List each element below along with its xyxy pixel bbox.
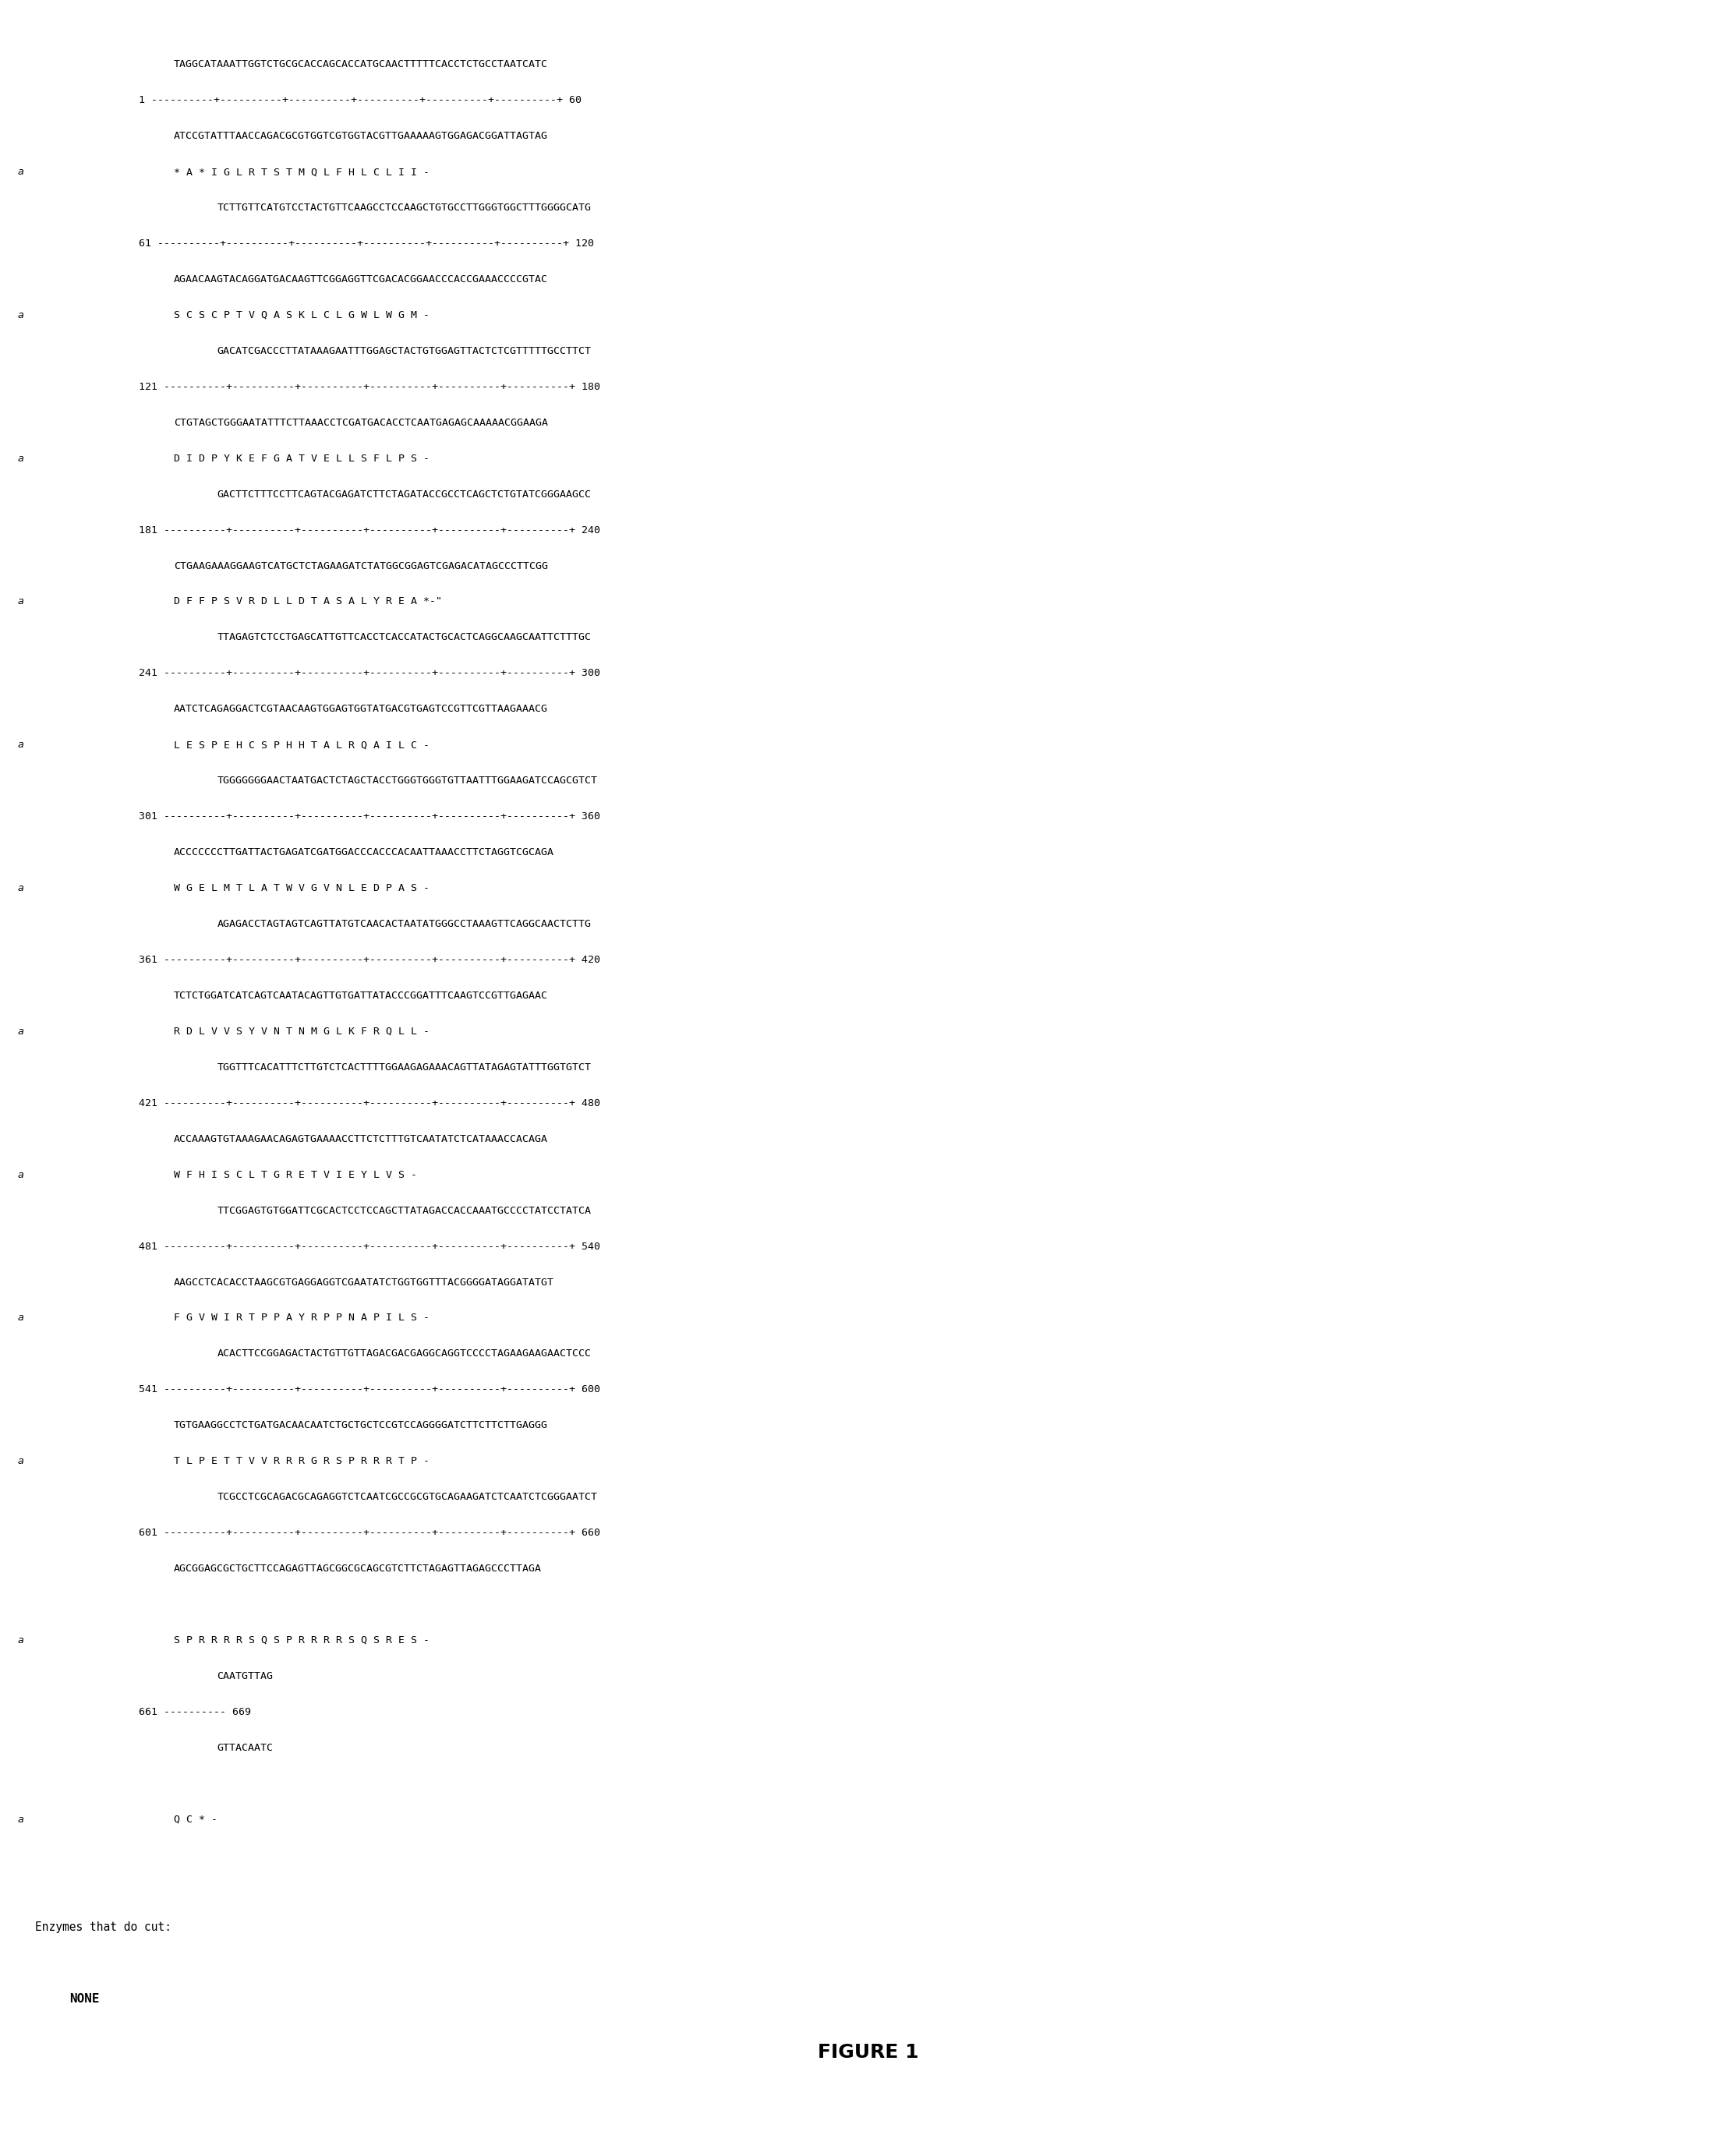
Text: F G V W I R T P P A Y R P P N A P I L S -: F G V W I R T P P A Y R P P N A P I L S … bbox=[174, 1313, 429, 1324]
Text: TGGTTTCACATTTCTTGTCTCACTTTTGGAAGAGAAACAGTTATAGAGTATTTGGTGTCT: TGGTTTCACATTTCTTGTCTCACTTTTGGAAGAGAAACAG… bbox=[217, 1062, 592, 1072]
Text: TTCGGAGTGTGGATTCGCACTCCTCCAGCTTATAGACCACCAAATGCCCCTATCCTATCA: TTCGGAGTGTGGATTCGCACTCCTCCAGCTTATAGACCAC… bbox=[217, 1206, 592, 1216]
Text: GACTTCTTTCCTTCAGTACGAGATCTTCTAGATACCGCCTCAGCTCTGTATCGGGAAGCC: GACTTCTTTCCTTCAGTACGAGATCTTCTAGATACCGCCT… bbox=[217, 490, 592, 499]
Text: D I D P Y K E F G A T V E L L S F L P S -: D I D P Y K E F G A T V E L L S F L P S … bbox=[174, 453, 429, 464]
Text: a: a bbox=[17, 453, 24, 464]
Text: 61 ----------+----------+----------+----------+----------+----------+ 120: 61 ----------+----------+----------+----… bbox=[139, 239, 594, 249]
Text: TGGGGGGGAACTAATGACTCTAGCTACCTGGGTGGGTGTTAATTTGGAAGATCCAGCGTCT: TGGGGGGGAACTAATGACTCTAGCTACCTGGGTGGGTGTT… bbox=[217, 776, 597, 787]
Text: a: a bbox=[17, 168, 24, 176]
Text: a: a bbox=[17, 597, 24, 606]
Text: 1 ----------+----------+----------+----------+----------+----------+ 60: 1 ----------+----------+----------+-----… bbox=[139, 95, 582, 105]
Text: a: a bbox=[17, 1814, 24, 1825]
Text: 181 ----------+----------+----------+----------+----------+----------+ 240: 181 ----------+----------+----------+---… bbox=[139, 524, 601, 535]
Text: a: a bbox=[17, 883, 24, 894]
Text: W G E L M T L A T W V G V N L E D P A S -: W G E L M T L A T W V G V N L E D P A S … bbox=[174, 883, 429, 894]
Text: CAATGTTAG: CAATGTTAG bbox=[217, 1672, 273, 1681]
Text: W F H I S C L T G R E T V I E Y L V S -: W F H I S C L T G R E T V I E Y L V S - bbox=[174, 1169, 417, 1180]
Text: CTGTAGCTGGGAATATTTCTTAAACCTCGATGACACCTCAATGAGAGCAAAAACGGAAGA: CTGTAGCTGGGAATATTTCTTAAACCTCGATGACACCTCA… bbox=[174, 417, 549, 428]
Text: a: a bbox=[17, 1635, 24, 1646]
Text: AAGCCTCACACCTAAGCGTGAGGAGGTCGAATATCTGGTGGTTTACGGGGATAGGATATGT: AAGCCTCACACCTAAGCGTGAGGAGGTCGAATATCTGGTG… bbox=[174, 1277, 554, 1287]
Text: a: a bbox=[17, 739, 24, 750]
Text: TCTCTGGATCATCAGTCAATACAGTTGTGATTATACCCGGATTTCAAGTCCGTTGAGAAC: TCTCTGGATCATCAGTCAATACAGTTGTGATTATACCCGG… bbox=[174, 991, 549, 1001]
Text: 481 ----------+----------+----------+----------+----------+----------+ 540: 481 ----------+----------+----------+---… bbox=[139, 1242, 601, 1251]
Text: Q C * -: Q C * - bbox=[174, 1814, 217, 1825]
Text: S C S C P T V Q A S K L C L G W L W G M -: S C S C P T V Q A S K L C L G W L W G M … bbox=[174, 309, 429, 320]
Text: L E S P E H C S P H H T A L R Q A I L C -: L E S P E H C S P H H T A L R Q A I L C … bbox=[174, 739, 429, 750]
Text: 541 ----------+----------+----------+----------+----------+----------+ 600: 541 ----------+----------+----------+---… bbox=[139, 1384, 601, 1395]
Text: D F F P S V R D L L D T A S A L Y R E A *-": D F F P S V R D L L D T A S A L Y R E A … bbox=[174, 597, 441, 606]
Text: 601 ----------+----------+----------+----------+----------+----------+ 660: 601 ----------+----------+----------+---… bbox=[139, 1528, 601, 1539]
Text: TTAGAGTCTCCTGAGCATTGTTCACCTCACCATACTGCACTCAGGCAAGCAATTCTTTGC: TTAGAGTCTCCTGAGCATTGTTCACCTCACCATACTGCAC… bbox=[217, 632, 592, 643]
Text: TAGGCATAAATTGGTCTGCGCACCAGCACCATGCAACTTTTTCACCTCTGCCTAATCATC: TAGGCATAAATTGGTCTGCGCACCAGCACCATGCAACTTT… bbox=[174, 60, 549, 69]
Text: AGCGGAGCGCTGCTTCCAGAGTTAGCGGCGCAGCGTCTTCTAGAGTTAGAGCCCTTAGA: AGCGGAGCGCTGCTTCCAGAGTTAGCGGCGCAGCGTCTTC… bbox=[174, 1564, 542, 1573]
Text: a: a bbox=[17, 1457, 24, 1466]
Text: 421 ----------+----------+----------+----------+----------+----------+ 480: 421 ----------+----------+----------+---… bbox=[139, 1098, 601, 1109]
Text: ACCAAAGTGTAAAGAACAGAGTGAAAACCTTCTCTTTGTCAATATCTCATAAACCACAGA: ACCAAAGTGTAAAGAACAGAGTGAAAACCTTCTCTTTGTC… bbox=[174, 1135, 549, 1143]
Text: 301 ----------+----------+----------+----------+----------+----------+ 360: 301 ----------+----------+----------+---… bbox=[139, 812, 601, 821]
Text: AGAACAAGTACAGGATGACAAGTTCGGAGGTTCGACACGGAACCCACCGAAACCCCGTAC: AGAACAAGTACAGGATGACAAGTTCGGAGGTTCGACACGG… bbox=[174, 275, 549, 284]
Text: a: a bbox=[17, 1313, 24, 1324]
Text: ACCCCCCCTTGATTACTGAGATCGATGGACCCACCCACAATTAAACCTTCTAGGTCGCAGA: ACCCCCCCTTGATTACTGAGATCGATGGACCCACCCACAA… bbox=[174, 847, 554, 857]
Text: a: a bbox=[17, 309, 24, 320]
Text: 121 ----------+----------+----------+----------+----------+----------+ 180: 121 ----------+----------+----------+---… bbox=[139, 383, 601, 391]
Text: 661 ---------- 669: 661 ---------- 669 bbox=[139, 1706, 252, 1717]
Text: CTGAAGAAAGGAAGTCATGCTCTAGAAGATCTATGGCGGAGTCGAGACATAGCCCTTCGG: CTGAAGAAAGGAAGTCATGCTCTAGAAGATCTATGGCGGA… bbox=[174, 561, 549, 572]
Text: Enzymes that do cut:: Enzymes that do cut: bbox=[35, 1921, 172, 1932]
Text: S P R R R R S Q S P R R R R S Q S R E S -: S P R R R R S Q S P R R R R S Q S R E S … bbox=[174, 1635, 429, 1646]
Text: 361 ----------+----------+----------+----------+----------+----------+ 420: 361 ----------+----------+----------+---… bbox=[139, 954, 601, 965]
Text: * A * I G L R T S T M Q L F H L C L I I -: * A * I G L R T S T M Q L F H L C L I I … bbox=[174, 168, 429, 176]
Text: GTTACAATC: GTTACAATC bbox=[217, 1743, 273, 1754]
Text: a: a bbox=[17, 1169, 24, 1180]
Text: 241 ----------+----------+----------+----------+----------+----------+ 300: 241 ----------+----------+----------+---… bbox=[139, 668, 601, 679]
Text: ACACTTCCGGAGACTACTGTTGTTAGACGACGAGGCAGGTCCCCTAGAAGAAGAACTCCC: ACACTTCCGGAGACTACTGTTGTTAGACGACGAGGCAGGT… bbox=[217, 1350, 592, 1358]
Text: GACATCGACCCTTATAAAGAATTTGGAGCTACTGTGGAGTTACTCTCGTTTTTGCCTTCT: GACATCGACCCTTATAAAGAATTTGGAGCTACTGTGGAGT… bbox=[217, 346, 592, 357]
Text: NONE: NONE bbox=[69, 1992, 99, 2005]
Text: T L P E T T V V R R R G R S P R R R T P -: T L P E T T V V R R R G R S P R R R T P … bbox=[174, 1457, 429, 1466]
Text: FIGURE 1: FIGURE 1 bbox=[818, 2044, 918, 2061]
Text: TGTGAAGGCCTCTGATGACAACAATCTGCTGCTCCGTCCAGGGGATCTTCTTCTTGAGGG: TGTGAAGGCCTCTGATGACAACAATCTGCTGCTCCGTCCA… bbox=[174, 1420, 549, 1431]
Text: AGAGACCTAGTAGTCAGTTATGTCAACACTAATATGGGCCTAAAGTTCAGGCAACTCTTG: AGAGACCTAGTAGTCAGTTATGTCAACACTAATATGGGCC… bbox=[217, 920, 592, 928]
Text: TCTTGTTCATGTCCTACTGTTCAAGCCTCCAAGCTGTGCCTTGGGTGGCTTTGGGGCATG: TCTTGTTCATGTCCTACTGTTCAAGCCTCCAAGCTGTGCC… bbox=[217, 202, 592, 213]
Text: AATCTCAGAGGACTCGTAACAAGTGGAGTGGTATGACGTGAGTCCGTTCGTTAAGAAACG: AATCTCAGAGGACTCGTAACAAGTGGAGTGGTATGACGTG… bbox=[174, 705, 549, 713]
Text: R D L V V S Y V N T N M G L K F R Q L L -: R D L V V S Y V N T N M G L K F R Q L L … bbox=[174, 1027, 429, 1036]
Text: a: a bbox=[17, 1027, 24, 1036]
Text: TCGCCTCGCAGACGCAGAGGTCTCAATCGCCGCGTGCAGAAGATCTCAATCTCGGGAATCT: TCGCCTCGCAGACGCAGAGGTCTCAATCGCCGCGTGCAGA… bbox=[217, 1491, 597, 1502]
Text: ATCCGTATTTAACCAGACGCGTGGTCGTGGTACGTTGAAAAAGTGGAGACGGATTAGTAG: ATCCGTATTTAACCAGACGCGTGGTCGTGGTACGTTGAAA… bbox=[174, 131, 549, 142]
